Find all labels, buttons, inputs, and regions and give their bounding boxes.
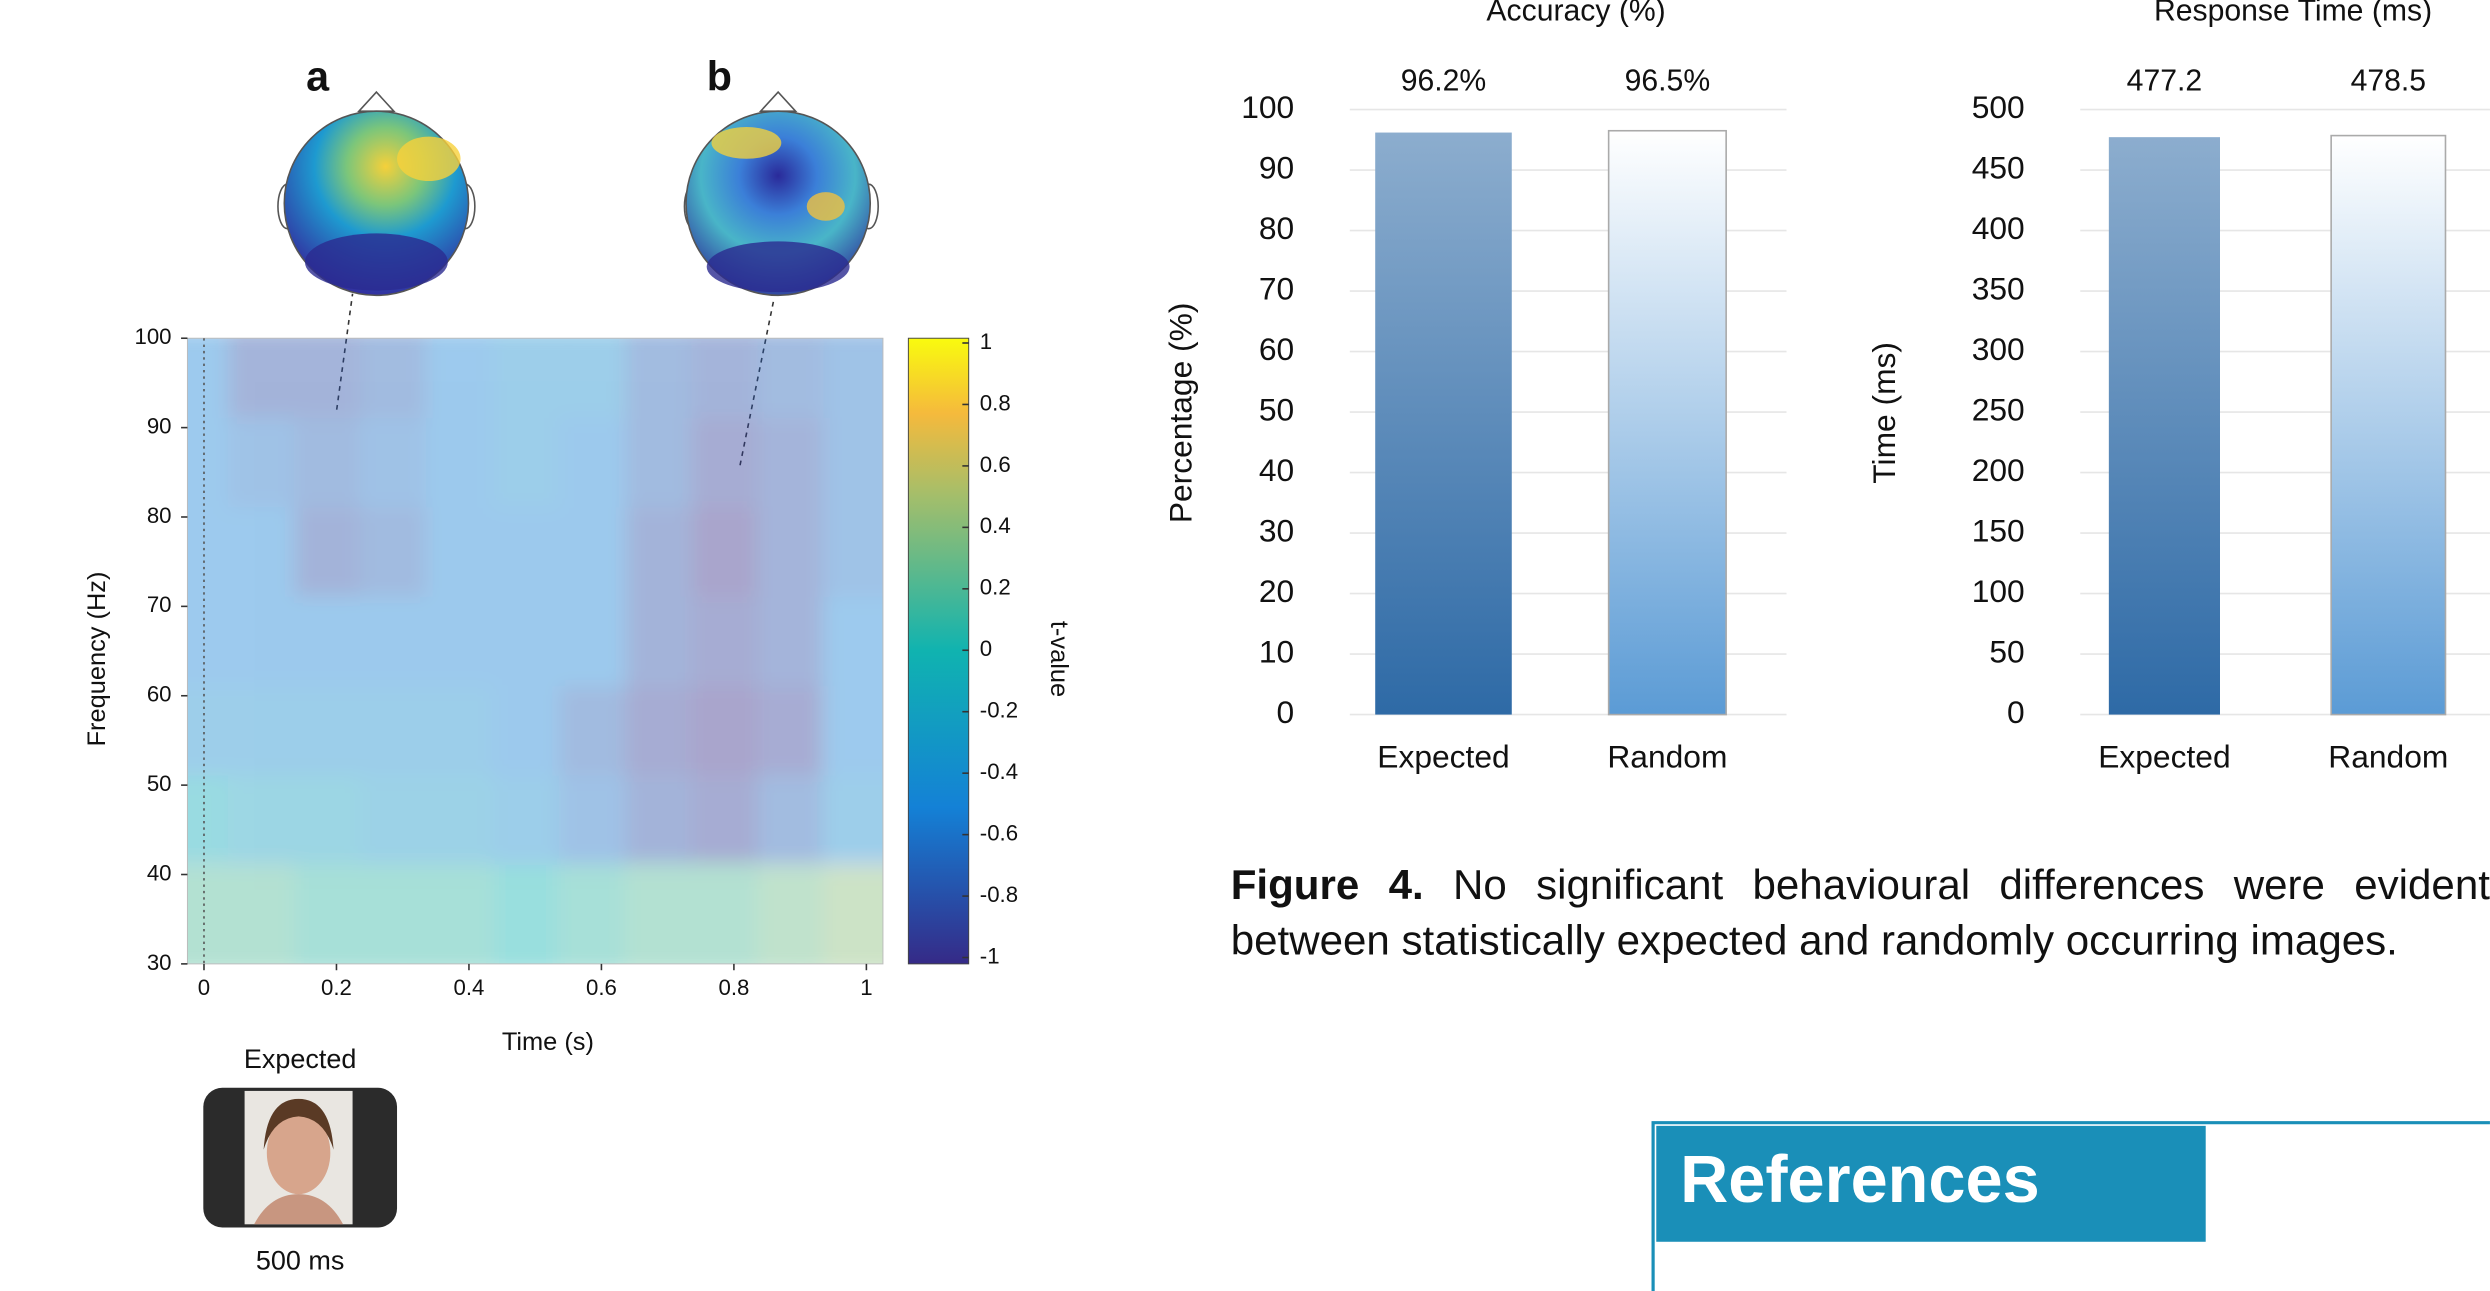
references-title: References [1680,1143,2040,1217]
y-tick-label: 40 [1259,452,1294,488]
y-tick-label: 60 [147,682,172,707]
x-tick-label: 1 [860,975,872,1000]
x-tick-label: Expected [2098,738,2230,774]
face [266,1111,331,1195]
y-axis-label: Time (ms) [1866,342,1902,484]
caption: Figure 4. No significant behavioural dif… [1231,857,2490,968]
rt-chart: Response Time (ms) Time (ms) 0 50 100 150 200 2… [1866,0,2490,774]
y-tick-label: 80 [1259,210,1294,246]
bar [1607,129,1727,716]
colorbar [907,337,970,965]
shoulders [254,1194,344,1225]
caption-label: Figure 4. [1230,860,1424,909]
y-tick-label: 250 [1972,391,2025,427]
y-tick-label: 300 [1972,331,2025,367]
y-tick-label: 10 [1259,633,1294,669]
references-border [1651,1121,2490,1291]
x-tick-label: Random [2328,738,2448,774]
y-tick-label: 20 [1259,573,1294,609]
x-tick-label: 0.8 [718,975,749,1000]
bar [2330,134,2447,716]
bar [1375,132,1512,715]
topomap-b [683,90,879,297]
colorbar-tick-label: -0.4 [980,759,1018,784]
panel-label: b [707,53,732,99]
panel-label: a [306,53,330,99]
colorbar-label: t-value [1045,621,1073,697]
topomap-a [277,90,476,297]
x-tick-label: Expected [1377,738,1509,774]
accuracy-chart: Accuracy (%) Percentage (%) 0 10 20 30 40 50 60 7… [1162,0,1787,774]
hair [263,1098,334,1150]
y-tick-label: 100 [1241,89,1294,125]
x-tick-label: 0.4 [454,975,485,1000]
y-tick-label: 60 [1259,331,1294,367]
y-tick-label: 350 [1972,270,2025,306]
y-tick-label: 400 [1972,210,2025,246]
y-tick-label: 50 [1989,633,2024,669]
value-label: 96.2% [1401,65,1487,98]
x-axis-label: Time (s) [502,1028,594,1056]
y-tick-label: 90 [1259,149,1294,185]
y-tick-label: 40 [147,860,172,885]
colorbar-tick-label: -1 [980,943,1000,968]
y-tick-label: 70 [1259,270,1294,306]
value-label: 478.5 [2351,65,2426,98]
heatmap-cell [823,864,883,964]
colorbar-tick-label: 1 [980,329,992,354]
x-tick-label: 0.6 [586,975,617,1000]
stimulus-label: Expected [244,1044,357,1074]
y-tick-label: 450 [1972,149,2025,185]
heatmap-layer [187,338,883,964]
chart-title: Response Time (ms) [2154,0,2432,28]
y-tick-label: 100 [134,324,171,349]
colorbar-tick-label: 0.4 [980,513,1011,538]
y-tick-label: 30 [147,950,172,975]
colorbar-tick-label: 0.6 [980,452,1011,477]
bar [2108,137,2220,715]
y-tick-label: 90 [147,413,172,438]
plot-frame [186,337,884,965]
y-axis-label: Percentage (%) [1162,303,1198,524]
x-tick-label: Random [1607,738,1727,774]
value-label: 96.5% [1625,65,1711,98]
x-tick-label: 0.2 [321,975,352,1000]
y-tick-label: 0 [2007,694,2025,730]
caption-text: No significant behavioural differences w… [1230,860,2490,964]
y-tick-label: 200 [1972,452,2025,488]
y-tick-label: 500 [1972,89,2025,125]
y-tick-label: 70 [147,592,172,617]
stimulus-duration: 500 ms [256,1246,345,1276]
y-tick-label: 30 [1259,512,1294,548]
colorbar-tick-label: 0.2 [980,575,1011,600]
chart-title: Accuracy (%) [1486,0,1665,28]
heatmap-chart: 0 0.2 0.4 0.6 0.8 1 30 40 50 60 70 80 90 100 Time (s) F… [83,53,1073,1056]
y-tick-label: 50 [1259,391,1294,427]
references-header [1656,1125,2206,1242]
y-tick-label: 0 [1277,694,1295,730]
colorbar-tick-label: 0.8 [980,390,1011,415]
colorbar-tick-label: -0.8 [980,882,1018,907]
y-tick-label: 50 [147,771,172,796]
colorbar-tick-label: -0.6 [980,820,1018,845]
heatmap-cells [187,338,883,964]
y-tick-label: 80 [147,503,172,528]
caption-box: Figure 4. No significant behavioural dif… [1231,857,2490,968]
y-tick-label: 100 [1972,573,2025,609]
value-label: 477.2 [2127,65,2202,98]
y-tick-label: 150 [1972,512,2025,548]
y-axis-label: Frequency (Hz) [83,572,111,747]
colorbar-tick-label: 0 [980,636,992,661]
x-tick-label: 0 [198,975,210,1000]
colorbar-tick-label: -0.2 [980,698,1018,723]
